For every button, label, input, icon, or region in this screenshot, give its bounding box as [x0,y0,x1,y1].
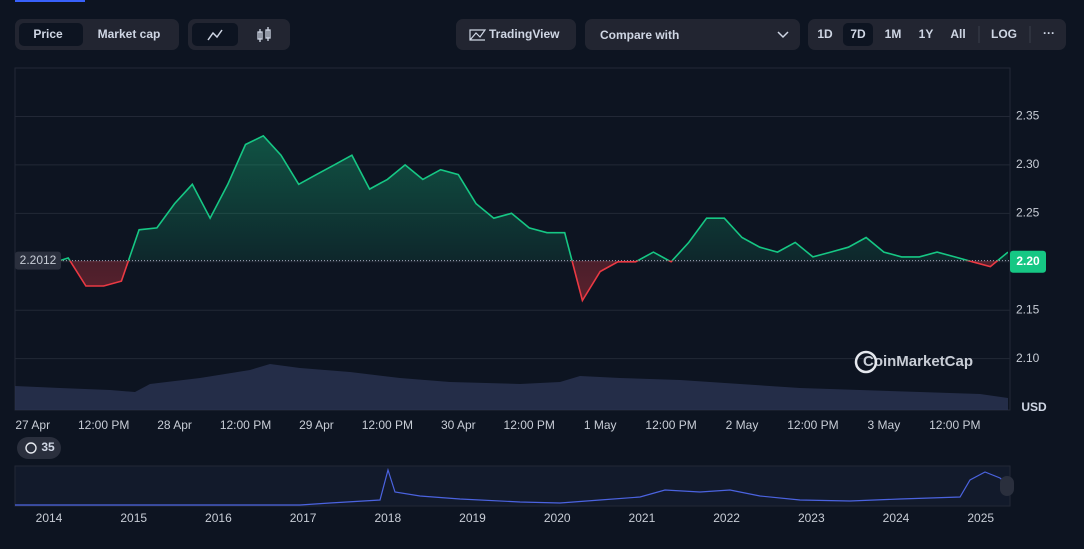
volume-area [15,364,1008,410]
x-tick-label: 28 Apr [157,418,192,432]
tradingview-label: TradingView [489,27,560,41]
reference-badge [15,251,61,270]
year-label: 2014 [36,511,63,525]
compare-label: Compare with [600,28,679,42]
range-button[interactable]: All [950,27,965,41]
tradingview-button[interactable] [456,19,576,50]
tab-market-cap[interactable]: Market cap [98,27,161,41]
y-tick-label: 2.35 [1016,109,1040,123]
x-tick-label: 12:00 PM [645,418,696,432]
year-label: 2021 [629,511,656,525]
reference-label: 2.2012 [20,253,57,267]
y-tick-label: 2.10 [1016,351,1040,365]
range-button[interactable]: 1D [817,27,833,41]
year-label: 2025 [967,511,994,525]
x-tick-label: 30 Apr [441,418,476,432]
compare-select[interactable] [585,19,800,50]
current-price-badge [1010,250,1046,273]
x-tick-label: 29 Apr [299,418,334,432]
year-label: 2020 [544,511,571,525]
year-label: 2017 [290,511,317,525]
y-tick-label: 2.30 [1016,157,1040,171]
price-line-up [57,134,1008,261]
navigator-handle[interactable] [1000,476,1014,496]
navigator [14,465,1011,507]
year-label: 2015 [120,511,147,525]
range-button[interactable]: 7D [850,27,866,41]
tab-selected [19,23,83,46]
line-icon [207,29,223,41]
x-tick-label: 12:00 PM [220,418,271,432]
x-tick-label: 12:00 PM [929,418,980,432]
price-plot: 2.2012 2.20 [15,134,1046,303]
x-tick-label: 12:00 PM [78,418,129,432]
history-count: 35 [41,440,55,454]
tab-price[interactable]: Price [33,27,63,41]
range-button[interactable]: 1Y [919,27,934,41]
x-tick-label: 3 May [868,418,901,432]
navigator-years: 2014 2015 2016 2017 2018 2019 2020 2021 2022 2023… [36,511,995,525]
log-button[interactable]: LOG [991,27,1017,41]
range-selected [843,23,873,46]
chevron [777,31,789,39]
history-icon [25,442,37,454]
x-tick-label: 12:00 PM [362,418,413,432]
navigator-line [15,467,1009,506]
watermark: CoinMarketCap [863,353,973,370]
area-down [15,260,998,301]
year-label: 2024 [883,511,910,525]
area-up [15,135,1008,261]
x-tick-label: 27 Apr [15,418,50,432]
x-tick-label: 12:00 PM [787,418,838,432]
year-label: 2019 [459,511,486,525]
candle-icon[interactable] [257,27,271,42]
x-tick-label: 2 May [726,418,759,432]
range-button[interactable]: 1M [885,27,902,41]
more-button[interactable]: ··· [1043,26,1055,40]
year-label: 2022 [713,511,740,525]
tv-icon [469,29,487,41]
current-price-label: 2.20 [1016,254,1040,268]
history-badge[interactable] [17,437,61,459]
grid: 2.10 2.15 2.20 2.25 2.30 2.35 [15,109,1040,365]
cmc-logo [854,350,878,374]
tab-indicator [15,0,85,2]
y-tick-label: 2.25 [1016,205,1040,219]
x-tick-label: 12:00 PM [504,418,555,432]
unit-label: USD [1021,400,1047,414]
y-tick-label: 2.15 [1016,302,1040,316]
year-label: 2023 [798,511,825,525]
x-tick-label: 1 May [584,418,617,432]
year-label: 2016 [205,511,232,525]
year-label: 2018 [374,511,401,525]
